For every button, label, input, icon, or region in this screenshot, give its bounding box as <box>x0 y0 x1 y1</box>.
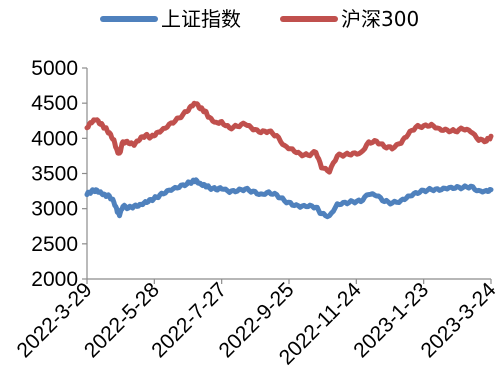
legend-item-csi300: 沪深300 <box>280 7 419 31</box>
series-line-csi300 <box>84 100 494 175</box>
y-tick-label: 2000 <box>31 268 78 291</box>
legend-label-csi300: 沪深300 <box>341 7 419 31</box>
y-tick-label: 5000 <box>31 57 78 80</box>
legend-label-shanghai: 上证指数 <box>161 7 241 31</box>
y-tick-label: 3500 <box>31 163 78 186</box>
legend-item-shanghai: 上证指数 <box>100 7 241 31</box>
series-line-shanghai <box>84 177 494 220</box>
y-tick-label: 4500 <box>31 92 78 115</box>
legend: 上证指数 沪深300 <box>100 7 419 31</box>
y-tick-label: 3000 <box>31 198 78 221</box>
y-tick-label: 2500 <box>31 233 78 256</box>
y-axis-ticks: 2000 2500 3000 3500 4000 4500 5000 <box>31 57 87 291</box>
series-group <box>84 100 494 220</box>
x-axis-ticks: 2022-3-292022-5-282022-7-272022-9-252022… <box>13 278 496 369</box>
y-tick-label: 4000 <box>31 127 78 150</box>
